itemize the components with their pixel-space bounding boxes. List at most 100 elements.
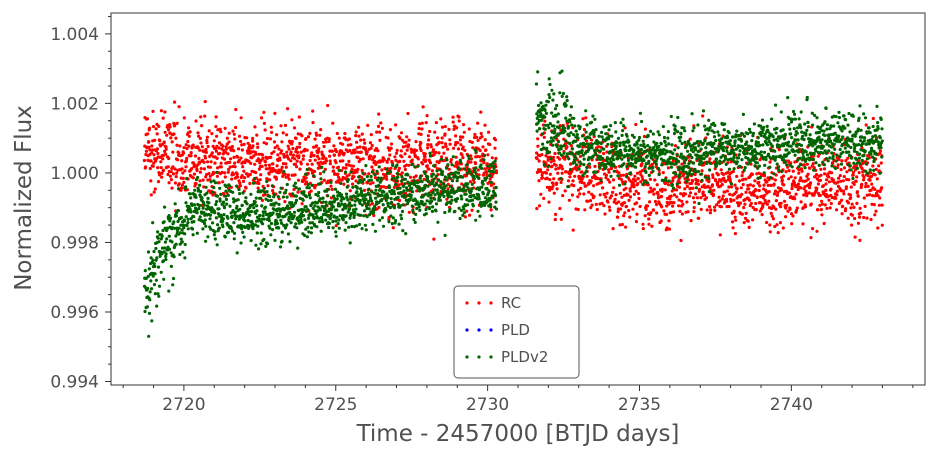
data-point-pldv2 bbox=[470, 198, 475, 202]
data-point-rc bbox=[165, 133, 169, 137]
data-point-pldv2 bbox=[274, 219, 278, 223]
data-point-pldv2 bbox=[172, 255, 176, 259]
data-point-pldv2 bbox=[758, 176, 762, 180]
data-point-rc bbox=[766, 183, 770, 187]
data-point-pldv2 bbox=[780, 169, 784, 174]
data-point-rc bbox=[431, 148, 435, 152]
data-point-pldv2 bbox=[426, 175, 430, 179]
data-point-pldv2 bbox=[796, 138, 800, 142]
data-point-pldv2 bbox=[240, 203, 244, 207]
data-point-pldv2 bbox=[677, 173, 682, 177]
data-point-rc bbox=[536, 144, 540, 148]
data-point-rc bbox=[223, 150, 228, 154]
data-point-pldv2 bbox=[699, 140, 703, 144]
data-point-pldv2 bbox=[599, 141, 603, 146]
data-point-pldv2 bbox=[773, 149, 777, 153]
data-point-rc bbox=[427, 167, 431, 171]
data-point-rc bbox=[238, 181, 242, 185]
data-point-pldv2 bbox=[249, 192, 253, 196]
data-point-pldv2 bbox=[799, 126, 803, 130]
data-point-rc bbox=[842, 166, 847, 170]
data-point-rc bbox=[461, 145, 465, 149]
data-point-rc bbox=[184, 159, 188, 163]
data-point-rc bbox=[611, 178, 616, 182]
data-point-rc bbox=[414, 174, 418, 178]
data-point-rc bbox=[235, 172, 239, 176]
data-point-rc bbox=[688, 137, 692, 141]
data-point-pldv2 bbox=[617, 183, 622, 187]
data-point-rc bbox=[696, 178, 700, 183]
data-point-rc bbox=[878, 196, 882, 200]
data-point-pldv2 bbox=[547, 93, 551, 97]
data-point-pldv2 bbox=[544, 123, 548, 127]
data-point-rc bbox=[454, 155, 458, 159]
data-point-pldv2 bbox=[146, 250, 151, 254]
data-point-rc bbox=[588, 199, 593, 203]
data-point-pldv2 bbox=[255, 209, 259, 213]
data-point-pldv2 bbox=[553, 127, 557, 132]
data-point-pldv2 bbox=[345, 204, 349, 208]
data-point-rc bbox=[774, 207, 778, 211]
data-point-pldv2 bbox=[369, 196, 373, 200]
data-point-rc bbox=[203, 156, 208, 160]
data-point-rc bbox=[440, 125, 445, 129]
data-point-rc bbox=[372, 155, 377, 159]
data-point-rc bbox=[679, 192, 683, 196]
data-point-rc bbox=[476, 138, 480, 142]
data-point-rc bbox=[313, 137, 317, 141]
data-point-rc bbox=[405, 148, 409, 152]
data-point-rc bbox=[296, 178, 301, 182]
data-point-pldv2 bbox=[542, 163, 546, 167]
data-point-rc bbox=[662, 209, 666, 213]
data-point-rc bbox=[448, 142, 452, 146]
data-point-rc bbox=[552, 159, 556, 163]
data-point-rc bbox=[228, 165, 232, 169]
data-point-pldv2 bbox=[627, 144, 632, 148]
data-point-pldv2 bbox=[555, 145, 559, 149]
data-point-pldv2 bbox=[373, 173, 377, 177]
data-point-pldv2 bbox=[767, 153, 771, 157]
data-point-pldv2 bbox=[558, 91, 562, 95]
data-point-rc bbox=[681, 202, 685, 206]
data-point-rc bbox=[421, 162, 425, 166]
data-point-rc bbox=[281, 131, 285, 135]
data-point-rc bbox=[467, 127, 471, 131]
data-point-rc bbox=[769, 211, 773, 215]
data-point-rc bbox=[179, 186, 184, 190]
data-point-rc bbox=[367, 172, 371, 176]
data-point-rc bbox=[221, 152, 225, 156]
data-point-pldv2 bbox=[318, 208, 322, 212]
data-point-rc bbox=[455, 126, 459, 130]
data-point-rc bbox=[293, 162, 297, 166]
data-point-pldv2 bbox=[640, 119, 644, 124]
data-point-rc bbox=[546, 155, 550, 159]
data-point-rc bbox=[298, 167, 302, 171]
data-point-rc bbox=[350, 151, 354, 155]
data-point-rc bbox=[363, 141, 367, 145]
data-point-rc bbox=[262, 110, 266, 114]
data-point-pldv2 bbox=[429, 196, 433, 200]
data-point-rc bbox=[782, 183, 786, 187]
data-point-rc bbox=[332, 153, 336, 157]
data-point-pldv2 bbox=[561, 91, 566, 96]
data-point-rc bbox=[776, 231, 780, 235]
data-point-rc bbox=[685, 200, 689, 204]
data-point-rc bbox=[786, 165, 790, 169]
data-point-rc bbox=[389, 142, 394, 146]
data-point-rc bbox=[576, 207, 580, 212]
data-point-pldv2 bbox=[363, 201, 367, 205]
data-point-pldv2 bbox=[253, 176, 257, 181]
data-point-rc bbox=[391, 226, 395, 230]
data-point-pldv2 bbox=[344, 221, 348, 225]
data-point-rc bbox=[584, 184, 588, 188]
data-point-pldv2 bbox=[799, 163, 803, 167]
data-point-rc bbox=[316, 149, 321, 154]
data-point-rc bbox=[211, 193, 215, 197]
data-point-rc bbox=[463, 148, 467, 152]
data-point-pldv2 bbox=[355, 186, 359, 190]
data-point-pldv2 bbox=[399, 191, 403, 195]
data-point-rc bbox=[152, 190, 156, 194]
data-point-rc bbox=[310, 151, 314, 155]
data-point-rc bbox=[873, 187, 877, 191]
data-point-rc bbox=[319, 128, 323, 132]
